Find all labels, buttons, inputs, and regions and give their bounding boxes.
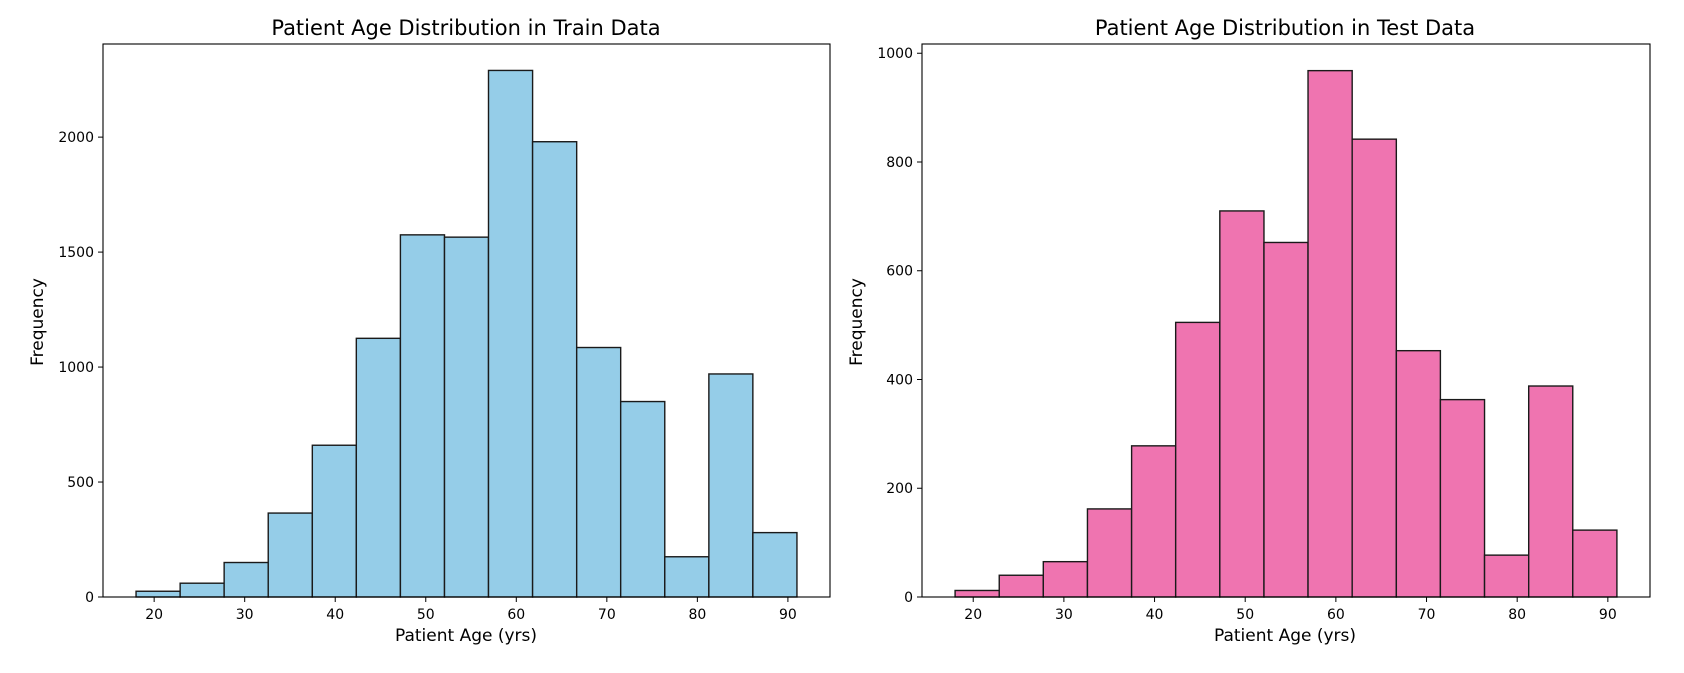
test-x-tick-label: 20: [964, 607, 982, 623]
train-histogram-bar: [223, 561, 269, 598]
train-histogram-bar: [311, 444, 358, 598]
train-x-tick-label: 40: [326, 607, 344, 623]
test-x-tick-label: 30: [1055, 607, 1073, 623]
test-histogram-panel: Patient Age Distribution in Test Data Pa…: [847, 16, 1651, 646]
train-histogram-panel: Patient Age Distribution in Train Data P…: [28, 16, 831, 646]
test-histogram-bar: [998, 574, 1044, 598]
train-x-tick-label: 90: [779, 607, 797, 623]
train-histogram-bar: [179, 582, 225, 598]
test-histogram-bar: [1395, 349, 1442, 598]
train-histogram-bar: [267, 512, 314, 598]
train-y-tick-label: 0: [85, 590, 94, 606]
test-chart-title: Patient Age Distribution in Test Data: [1095, 16, 1475, 40]
test-histogram-bar: [954, 589, 1000, 598]
train-y-axis-label: Frequency: [28, 278, 48, 366]
test-y-tick-label: 600: [886, 264, 913, 280]
train-histogram-bar: [708, 373, 754, 598]
test-histogram-bar: [1174, 321, 1221, 598]
train-histogram-bar: [575, 346, 622, 598]
train-x-tick-label: 30: [236, 607, 254, 623]
test-y-tick-label: 800: [886, 155, 913, 171]
test-x-tick-label: 40: [1146, 607, 1164, 623]
train-histogram-bar: [355, 337, 402, 598]
test-x-tick-label: 60: [1327, 607, 1345, 623]
train-histogram-bar: [135, 590, 181, 598]
test-histogram-bar: [1307, 69, 1353, 598]
test-histogram-bar: [1351, 138, 1398, 598]
test-histogram-bar: [1527, 385, 1574, 598]
test-histogram-bar: [1042, 560, 1089, 598]
test-axes-frame: [921, 43, 1651, 598]
train-y-tick-label: 500: [67, 475, 94, 491]
train-histogram-bar: [443, 236, 490, 598]
train-x-tick-label: 70: [598, 607, 616, 623]
test-x-tick-label: 50: [1236, 607, 1254, 623]
train-x-tick-label: 20: [145, 607, 163, 623]
train-x-tick-label: 50: [417, 607, 435, 623]
train-histogram-bar: [752, 531, 798, 598]
test-histogram-bar: [1572, 529, 1618, 598]
train-x-tick-label: 60: [507, 607, 525, 623]
test-histogram-bar: [1130, 445, 1177, 598]
test-histogram-bar: [1086, 508, 1133, 598]
test-y-tick-label: 0: [904, 590, 913, 606]
train-y-tick-label: 2000: [58, 130, 94, 146]
test-histogram-bar: [1439, 398, 1486, 598]
test-y-tick-label: 1000: [877, 46, 913, 62]
test-histogram-bar: [1263, 241, 1309, 598]
train-x-axis-label: Patient Age (yrs): [395, 626, 537, 646]
test-histogram-bar: [1219, 210, 1265, 598]
test-histogram-bar: [1483, 554, 1530, 598]
test-x-tick-label: 90: [1599, 607, 1617, 623]
train-histogram-bar: [619, 400, 666, 598]
train-chart-title: Patient Age Distribution in Train Data: [271, 16, 660, 40]
test-y-tick-label: 200: [886, 481, 913, 497]
train-x-tick-label: 80: [688, 607, 706, 623]
train-histogram-bar: [531, 141, 578, 598]
test-x-axis-label: Patient Age (yrs): [1214, 626, 1356, 646]
test-y-tick-label: 400: [886, 372, 913, 388]
train-y-tick-label: 1500: [58, 245, 94, 261]
test-x-tick-label: 80: [1508, 607, 1526, 623]
test-y-axis-label: Frequency: [847, 278, 867, 366]
train-histogram-bar: [664, 556, 710, 598]
train-histogram-bar: [487, 69, 534, 598]
train-histogram-bar: [399, 234, 446, 598]
train-y-tick-label: 1000: [58, 360, 94, 376]
test-x-tick-label: 70: [1418, 607, 1436, 623]
train-axes-frame: [102, 43, 831, 598]
